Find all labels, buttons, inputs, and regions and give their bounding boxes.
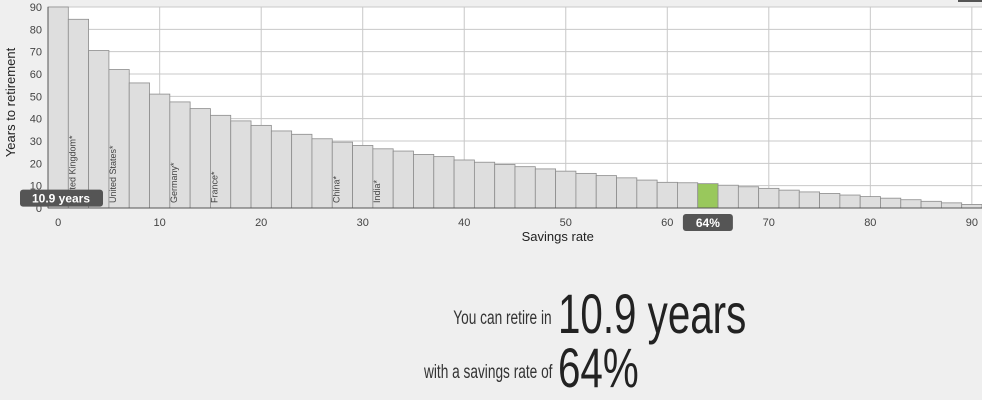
retire-years-value: 10.9 years: [558, 282, 747, 345]
retirement-chart: United Kingdom* United States* Germany* Fra…: [3, 0, 982, 244]
savings-prefix: with a savings rate of: [423, 362, 552, 383]
x-axis-title: Savings rate: [522, 229, 594, 244]
y-tick-label: 50: [30, 91, 42, 103]
y-axis-title: Years to retirement: [3, 47, 18, 157]
bar: [758, 187, 780, 209]
bar: [128, 82, 150, 209]
country-label: United Kingdom*: [67, 135, 77, 203]
x-tick-label: 50: [560, 217, 572, 229]
bar: [311, 138, 333, 209]
bar: [494, 164, 516, 209]
x-tick-label: 0: [55, 217, 61, 229]
bar: [717, 184, 739, 209]
y-tick-label: 40: [30, 114, 42, 126]
bar: [900, 199, 922, 209]
y-tick-label: 30: [30, 136, 42, 148]
bar: [149, 93, 171, 209]
bar: [961, 204, 982, 209]
x-tick-label: 90: [966, 217, 978, 229]
country-labels: United Kingdom* United States* Germany* Fra…: [67, 135, 382, 203]
bar: [250, 124, 272, 209]
bar: [839, 194, 861, 209]
bar: [575, 172, 597, 209]
country-label: France*: [209, 171, 219, 203]
y-tick-label: 90: [30, 2, 42, 14]
x-tick-label: 80: [864, 217, 876, 229]
x-tick-label: 10: [154, 217, 166, 229]
country-label: Germany*: [169, 162, 179, 203]
country-label: United States*: [108, 145, 118, 203]
x-tick-label: 60: [661, 217, 673, 229]
bar: [47, 6, 69, 209]
bar: [555, 170, 577, 209]
bar: [737, 186, 760, 209]
bar: [778, 189, 800, 209]
chart-axes: [47, 7, 982, 209]
savings-rate-value: 64%: [558, 336, 639, 399]
bar: [291, 133, 313, 209]
bar: [534, 168, 557, 209]
y-tick-label: 20: [30, 158, 42, 170]
x-value-marker: 64%: [682, 214, 733, 231]
x-marker-label: 64%: [696, 216, 720, 230]
chart-bars: [47, 6, 982, 209]
retire-prefix: You can retire in: [453, 308, 552, 329]
bar: [940, 202, 963, 209]
y-tick-label: 60: [30, 69, 42, 81]
corner-control: [958, 0, 982, 2]
bar: [616, 177, 638, 209]
y-tick-label: 0: [36, 203, 42, 215]
bar: [189, 108, 211, 209]
bar: [88, 50, 110, 209]
bar: [433, 156, 455, 209]
bar: [677, 182, 699, 209]
bar: [392, 150, 414, 209]
country-label: China*: [331, 175, 341, 203]
bar: [656, 181, 678, 209]
bar: [413, 153, 435, 209]
x-tick-label: 30: [357, 217, 369, 229]
bar: [230, 120, 252, 209]
y-tick-label: 70: [30, 47, 42, 59]
y-value-marker: 10.9 years: [20, 189, 103, 207]
country-label: India*: [372, 179, 382, 203]
bar: [798, 191, 820, 209]
bar: [859, 196, 881, 209]
bar-highlighted: [697, 183, 719, 209]
x-tick-label: 40: [458, 217, 470, 229]
bar: [920, 200, 942, 209]
x-tick-label: 70: [763, 217, 775, 229]
bar: [514, 166, 536, 209]
y-tick-label: 80: [30, 24, 42, 36]
bar: [453, 159, 475, 209]
bar: [270, 130, 293, 209]
bar: [636, 179, 658, 209]
y-marker-label: 10.9 years: [32, 192, 90, 206]
bar: [595, 175, 617, 209]
bar: [473, 161, 496, 209]
x-tick-label: 20: [255, 217, 267, 229]
bar: [819, 193, 841, 209]
bar: [352, 145, 374, 209]
bar: [880, 197, 902, 209]
